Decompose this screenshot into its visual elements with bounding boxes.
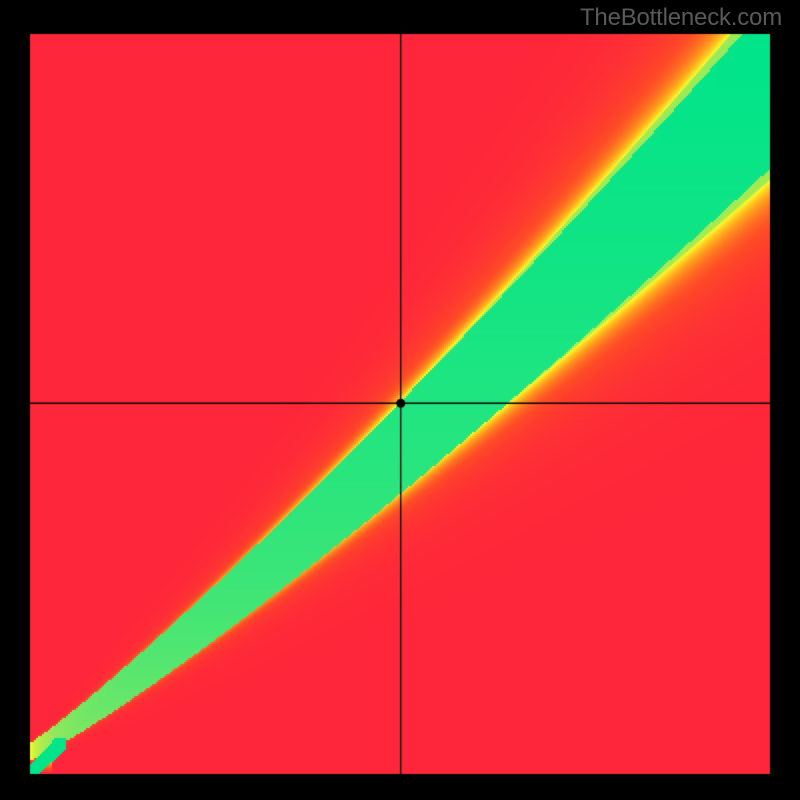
chart-container: TheBottleneck.com: [0, 0, 800, 800]
watermark-text: TheBottleneck.com: [580, 4, 782, 32]
heatmap-canvas: [0, 0, 800, 800]
